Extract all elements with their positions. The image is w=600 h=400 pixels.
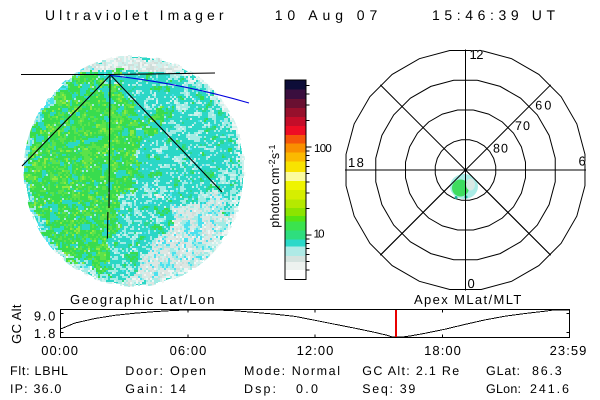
svg-text:1.8: 1.8 [34, 326, 55, 341]
svg-text:06:00: 06:00 [170, 343, 207, 358]
svg-text:Dsp:: Dsp: [244, 382, 276, 396]
svg-text:18: 18 [348, 155, 364, 170]
svg-text:9.0: 9.0 [34, 309, 55, 324]
svg-text:15:46:39 UT: 15:46:39 UT [432, 7, 555, 23]
svg-text:Ultraviolet Imager: Ultraviolet Imager [45, 7, 224, 23]
svg-text:GLon:: GLon: [486, 382, 521, 396]
svg-text:Seq: 39: Seq: 39 [362, 382, 415, 396]
svg-text:12: 12 [470, 47, 484, 62]
svg-text:IP: 36.0: IP: 36.0 [10, 382, 61, 396]
svg-text:GC Alt: GC Alt [9, 304, 24, 344]
svg-text:Mode: Normal: Mode: Normal [244, 364, 340, 378]
svg-text:GLat:: GLat: [486, 364, 520, 378]
svg-text:GC Alt: 2.1 Re: GC Alt: 2.1 Re [362, 364, 459, 378]
svg-text:photon cm-2s-1: photon cm-2s-1 [267, 144, 282, 227]
svg-text:18:00: 18:00 [424, 343, 461, 358]
svg-text:241.6: 241.6 [530, 382, 569, 396]
svg-text:86.3: 86.3 [532, 364, 562, 378]
svg-text:100: 100 [314, 143, 332, 155]
svg-text:80: 80 [493, 142, 508, 156]
svg-text:00:00: 00:00 [41, 343, 78, 358]
svg-text:Door: Open: Door: Open [125, 364, 206, 378]
svg-text:Flt: LBHL: Flt: LBHL [10, 364, 68, 378]
svg-text:70: 70 [515, 119, 530, 133]
svg-text:0: 0 [468, 276, 475, 291]
svg-text:Geographic Lat/Lon: Geographic Lat/Lon [70, 292, 215, 307]
svg-text:Gain: 14: Gain: 14 [125, 382, 186, 396]
svg-text:Apex MLat/MLT: Apex MLat/MLT [414, 292, 521, 307]
svg-text:23:59: 23:59 [550, 343, 587, 358]
svg-text:10 Aug 07: 10 Aug 07 [275, 7, 378, 23]
svg-text:0.0: 0.0 [296, 382, 318, 396]
svg-text:10: 10 [314, 229, 325, 241]
svg-text:6: 6 [579, 154, 586, 169]
svg-text:12:00: 12:00 [297, 343, 334, 358]
